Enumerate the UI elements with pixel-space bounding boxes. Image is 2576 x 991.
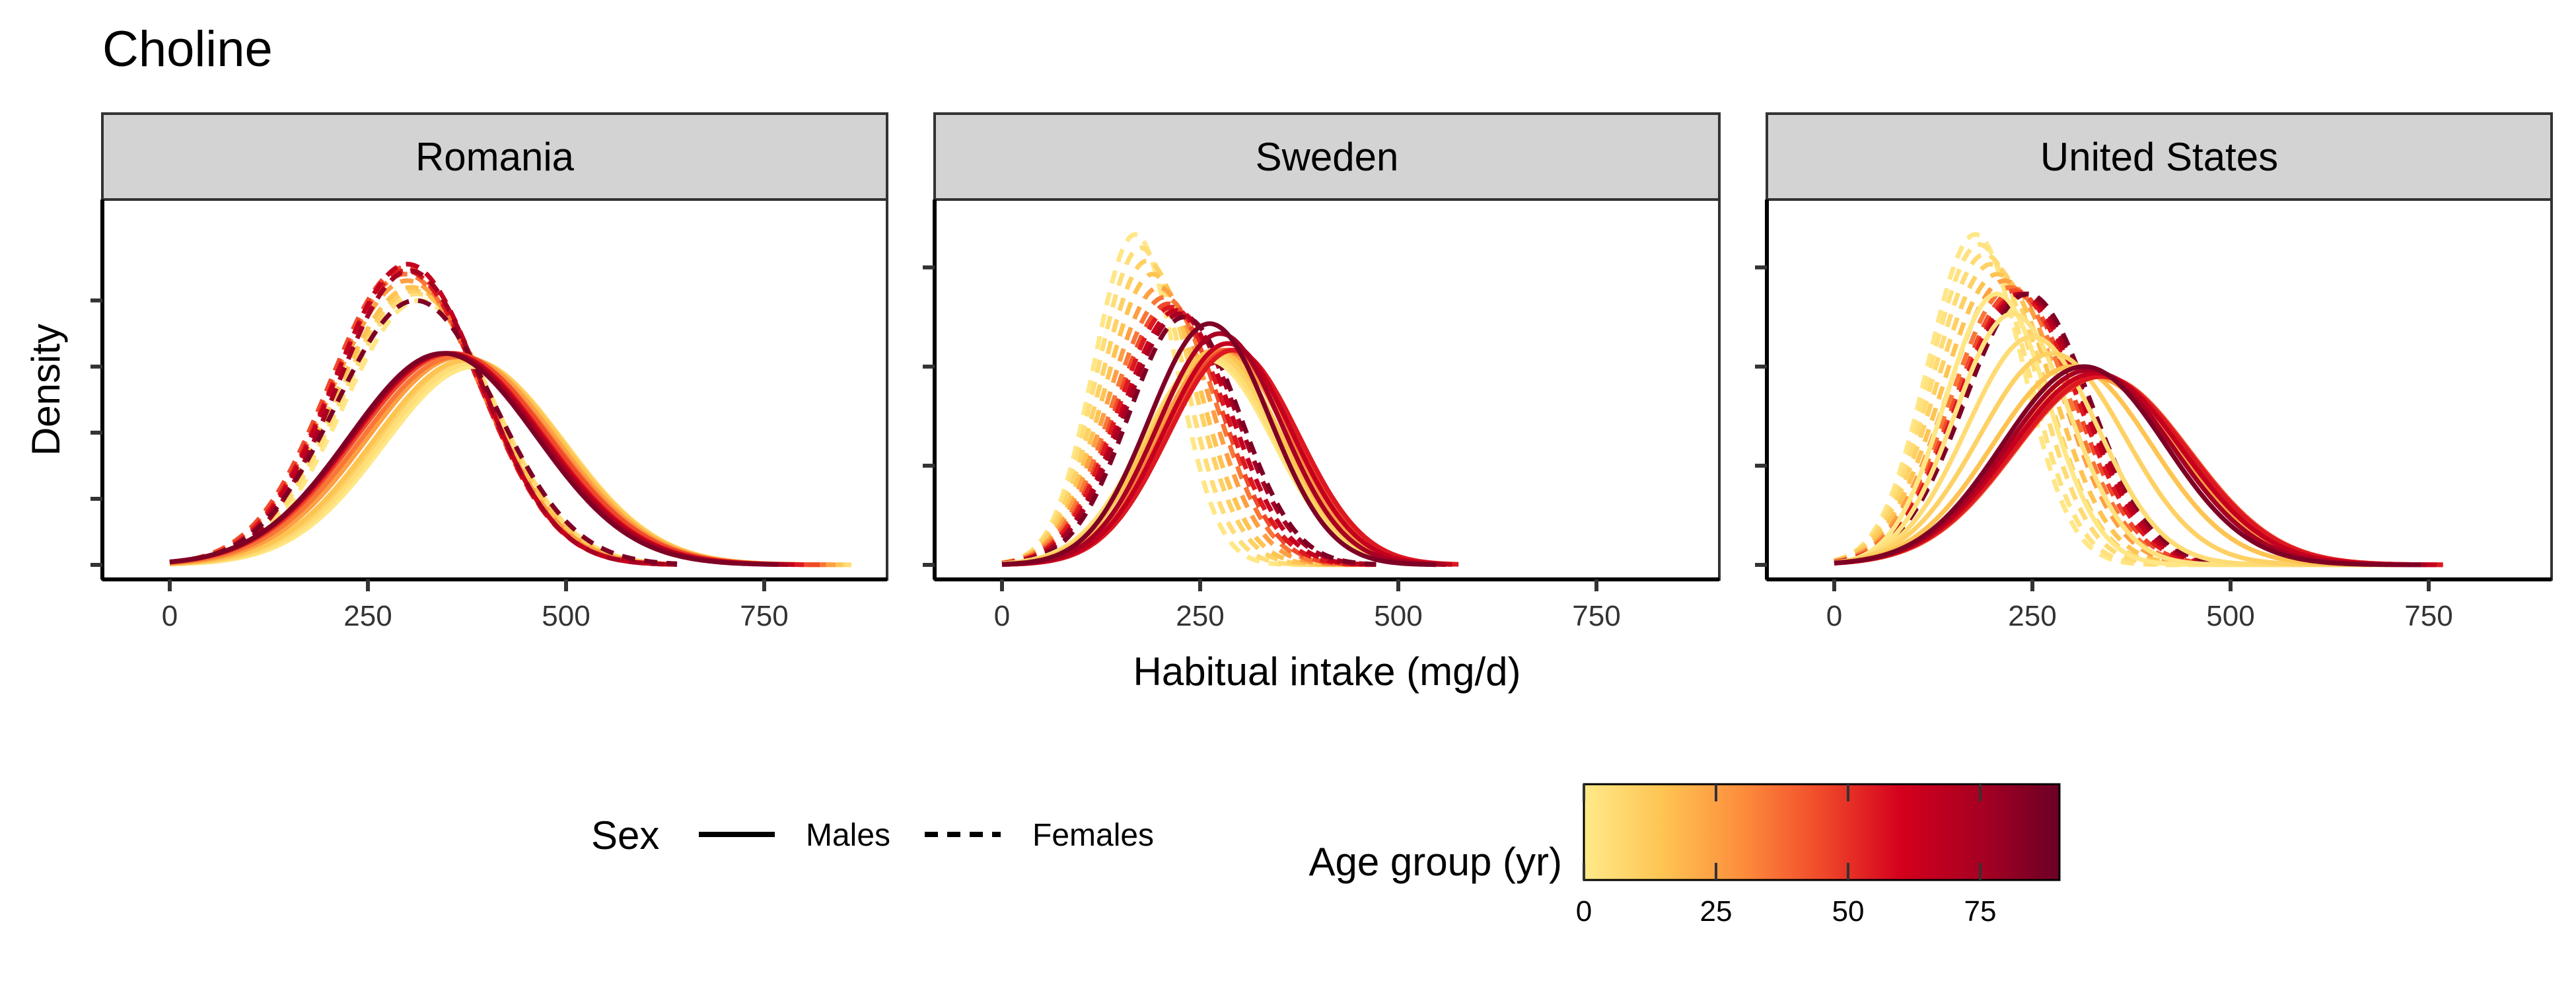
age-colorbar [1583,783,2061,881]
series-line-females-age-15 [169,285,655,566]
sex-legend-title: Sex [591,813,659,858]
series-line-females-age-65 [169,262,678,567]
x-tick-label: 0 [162,600,178,632]
panel-plot-area [1001,232,1459,568]
series-line-males-age-6 [1834,334,2342,568]
y-ticks [1755,265,1767,567]
x-tick-label: 500 [542,600,590,632]
series-line-males-age-85 [169,351,779,567]
series-line-females-age-35 [1001,295,1367,568]
x-ticks: 0 250 500 750 [994,579,1621,632]
panel-strip-label: Romania [415,135,575,179]
panel-border [101,198,888,581]
series-line-females-age-15 [1834,272,2218,568]
panel-romania: Romania 0 250 500 750 [90,112,888,632]
x-tick-label: 0 [994,600,1010,632]
sex-legend: Sex Males Females [591,813,1154,858]
y-axis-title: Density [24,324,68,456]
panel-united-states: United States 0 250 500 750 [1755,112,2553,632]
series-line-males-age-10 [1834,351,2373,568]
panel-strip [933,112,1721,201]
panel-plot-area [1834,232,2443,568]
x-ticks: 0 250 500 750 [1826,579,2453,632]
series-line-females-age-85 [169,298,678,566]
x-axis-title: Habitual intake (mg/d) [1133,649,1521,694]
y-ticks [923,265,935,567]
panel-strip [101,112,888,201]
panel-plot-area [169,262,851,568]
x-tick-label: 250 [2008,600,2056,632]
panel-strip [1766,112,2553,201]
x-tick-label: 250 [343,600,392,632]
panel-border [1766,198,2553,581]
x-tick-label: 750 [2404,600,2452,632]
age-colorbar-ticks: 0 25 50 75 [1576,784,1997,928]
x-tick-label: 250 [1176,600,1224,632]
series-line-males-age-65 [1001,341,1452,567]
chart-title: Choline [102,21,273,77]
series-line-females-age-55 [169,268,671,567]
age-colorbar-tick-label: 75 [1964,895,1997,928]
series-line-females-age-10 [1834,262,2209,568]
series-line-females-age-85 [1001,314,1377,567]
series-line-females-age-35 [169,272,664,567]
series-line-females-age-25 [169,278,662,566]
series-line-females-age-85 [1834,291,2253,567]
panel-strip-label: Sweden [1256,135,1399,179]
age-legend: Age group (yr) 0 25 50 75 [1309,783,2061,928]
age-colorbar-tick-label: 0 [1576,895,1592,928]
x-tick-label: 500 [2206,600,2254,632]
series-line-females-age-5 [169,291,662,566]
series-line-females-age-6 [1834,252,2202,568]
series-line-males-age-85 [1001,321,1437,568]
series-line-females-age-75 [1001,311,1377,567]
x-tick-label: 500 [1374,600,1422,632]
x-ticks: 0 250 500 750 [162,579,789,632]
series-line-females-age-1 [169,298,662,566]
legend-label-males: Males [806,818,890,853]
series-line-males-age-75 [1001,331,1447,568]
age-colorbar-tick-label: 25 [1700,895,1733,928]
series-line-females-age-75 [169,268,678,567]
x-tick-label: 0 [1826,600,1842,632]
panel-sweden: Sweden 0 250 500 750 [923,112,1721,632]
age-colorbar-tick-label: 50 [1832,895,1865,928]
series-line-females-age-45 [169,265,668,567]
y-ticks [90,298,102,567]
series-line-males-age-85 [1834,364,2421,568]
x-tick-label: 750 [1572,600,1620,632]
age-legend-title: Age group (yr) [1309,840,1563,884]
series-line-females-age-10 [1001,258,1342,568]
series-line-females-age-10 [169,288,655,566]
x-tick-label: 750 [740,600,788,632]
panel-strip-label: United States [2040,135,2278,179]
legend-label-females: Females [1032,818,1154,853]
